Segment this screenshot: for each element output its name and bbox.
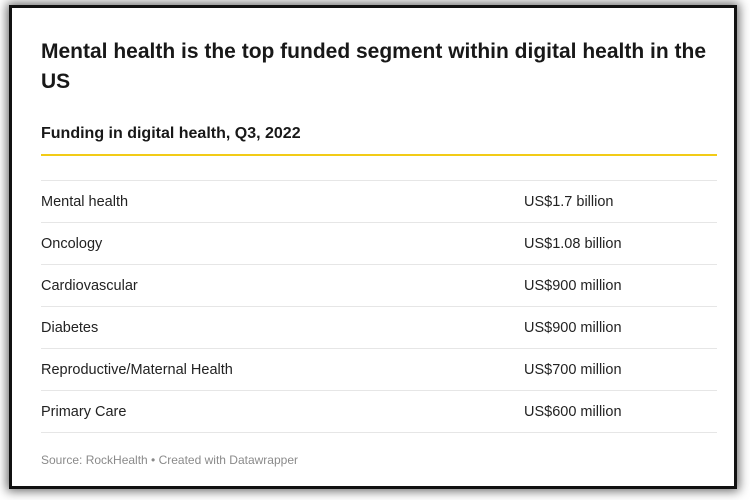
funding-cell: US$900 million	[524, 278, 622, 294]
title: Mental health is the top funded segment …	[41, 40, 707, 93]
table: Mental health US$1.7 billion Oncology US$1.…	[41, 180, 717, 433]
funding-cell: US$600 million	[524, 404, 622, 420]
segment-cell: Oncology	[41, 236, 103, 252]
segment-cell: Diabetes	[41, 320, 99, 336]
table-row: Cardiovascular US$900 million	[41, 265, 717, 307]
card	[12, 8, 734, 486]
table-row: Reproductive/Maternal Health US$700 milli…	[41, 349, 717, 391]
source: Source: RockHealth • Created with Datawr…	[41, 453, 298, 467]
segment-cell: Primary Care	[41, 404, 127, 420]
table-row: Oncology US$1.08 billion	[41, 223, 717, 265]
table-row: Primary Care US$600 million	[41, 391, 717, 433]
funding-cell: US$700 million	[524, 362, 622, 378]
segment-cell: Mental health	[41, 194, 129, 210]
funding-cell: US$1.08 billion	[524, 236, 622, 252]
segment-cell: Reproductive/Maternal Health	[41, 362, 233, 378]
funding-cell: US$900 million	[524, 320, 622, 336]
accent-rule	[41, 154, 717, 156]
subtitle: Funding in digital health, Q3, 2022	[41, 125, 301, 142]
table-row: Diabetes US$900 million	[41, 307, 717, 349]
funding-cell: US$1.7 billion	[524, 194, 614, 210]
segment-cell: Cardiovascular	[41, 278, 138, 294]
table-row: Mental health US$1.7 billion	[41, 181, 717, 223]
